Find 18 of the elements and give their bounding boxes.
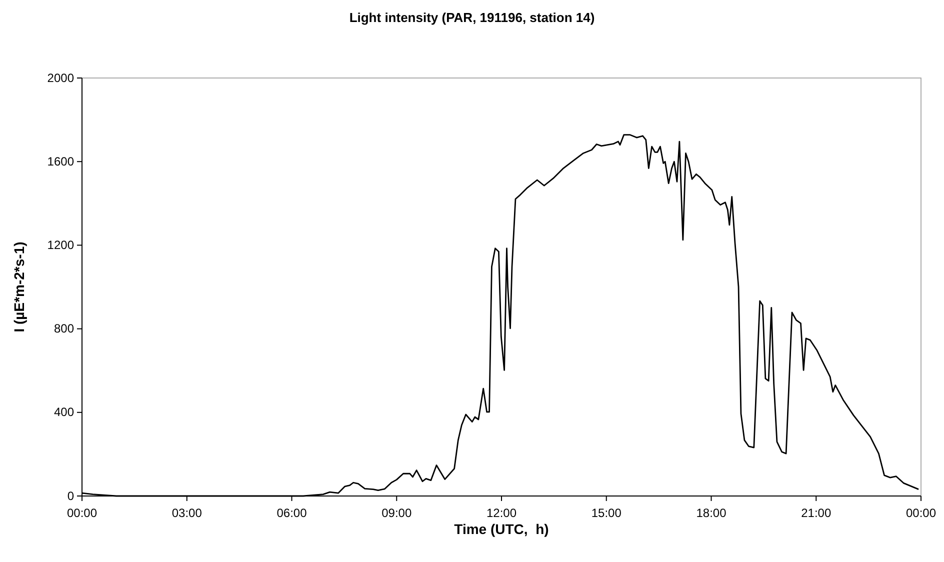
x-tick-label: 12:00: [486, 506, 517, 520]
y-tick-label: 400: [54, 405, 74, 420]
x-axis-title: Time (UTC, h): [454, 521, 549, 537]
x-tick-label: 15:00: [591, 506, 622, 520]
y-axis-title: I (µE*m-2*s-1): [11, 242, 27, 332]
x-tick-label: 06:00: [276, 506, 308, 520]
x-tick-label: 00:00: [66, 506, 98, 520]
y-tick-label: 1200: [47, 238, 74, 252]
chart-title: Light intensity (PAR, 191196, station 14): [349, 10, 595, 25]
x-tick-label: 21:00: [801, 506, 832, 520]
y-tick-label: 0: [67, 488, 74, 503]
x-tick-label: 18:00: [696, 506, 727, 520]
y-tick-label: 2000: [47, 70, 74, 85]
y-tick-label: 1600: [47, 154, 74, 168]
x-tick-label: 00:00: [906, 506, 936, 520]
x-tick-label: 09:00: [382, 506, 412, 520]
y-tick-label: 800: [54, 322, 74, 336]
x-tick-label: 03:00: [172, 506, 202, 520]
